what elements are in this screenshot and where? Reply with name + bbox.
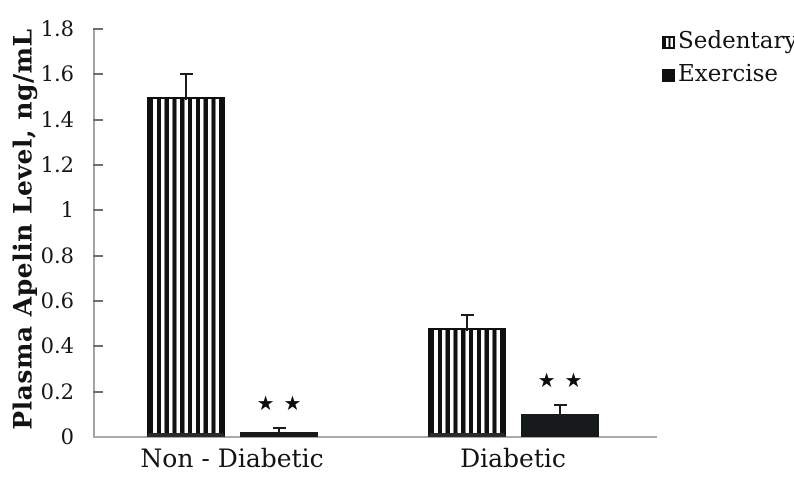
error-bar-cap-exercise-diabetic [553,404,567,407]
error-bar-cap-exercise-non-diabetic [272,426,286,429]
bar-sedentary-non-diabetic [147,97,225,437]
category-label-diabetic: Diabetic [460,444,566,473]
y-tick-mark-1-2 [93,164,103,166]
bar-sedentary-diabetic [428,328,506,437]
legend-label-exercise: Exercise [678,61,779,87]
y-tick-label-0-4: 0.4 [40,334,74,359]
x-axis-baseline [93,436,657,438]
y-tick-label-0-8: 0.8 [40,243,74,268]
y-axis-title: Plasma Apelin Level, ng/mL [8,28,38,430]
y-tick-label-0-2: 0.2 [40,379,74,404]
significance-stars-diabetic: ★★ [537,368,592,393]
error-bar-line-sedentary-diabetic [466,314,468,331]
significance-stars-non-diabetic: ★★ [256,390,311,415]
y-tick-label-1: 1 [60,198,74,223]
y-tick-mark-1-4 [93,118,103,121]
y-tick-label-1-4: 1.4 [40,107,74,132]
legend-item-sedentary: Sedentary [662,30,794,53]
legend-item-exercise: Exercise [662,63,794,86]
y-tick-mark-0-8 [93,254,103,257]
category-label-non-diabetic: Non - Diabetic [140,444,324,473]
y-tick-label-0: 0 [60,425,74,449]
y-axis-line [93,28,95,438]
y-tick-label-1-6: 1.6 [40,62,74,87]
y-tick-mark-1-6 [93,73,103,76]
y-tick-mark-1 [93,209,103,212]
y-tick-label-0-6: 0.6 [40,289,74,313]
error-bar-line-exercise-non-diabetic [278,427,280,435]
exercise-swatch-icon [662,68,675,82]
error-bar-line-exercise-diabetic [559,405,561,417]
y-tick-mark-1-8 [93,28,103,30]
legend-label-sedentary: Sedentary [678,28,794,54]
error-bar-cap-sedentary-non-diabetic [179,73,193,76]
sedentary-swatch-icon [662,35,675,49]
error-bar-cap-sedentary-diabetic [460,313,474,316]
legend: Sedentary Exercise [662,30,794,86]
y-tick-label-1-2: 1.2 [40,153,74,177]
y-tick-mark-0-2 [93,390,103,393]
y-tick-label-1-8: 1.8 [40,17,74,41]
y-tick-mark-0-6 [93,300,103,302]
error-bar-line-sedentary-non-diabetic [185,74,187,100]
bar-exercise-diabetic [521,414,599,437]
y-tick-mark-0-4 [93,345,103,348]
